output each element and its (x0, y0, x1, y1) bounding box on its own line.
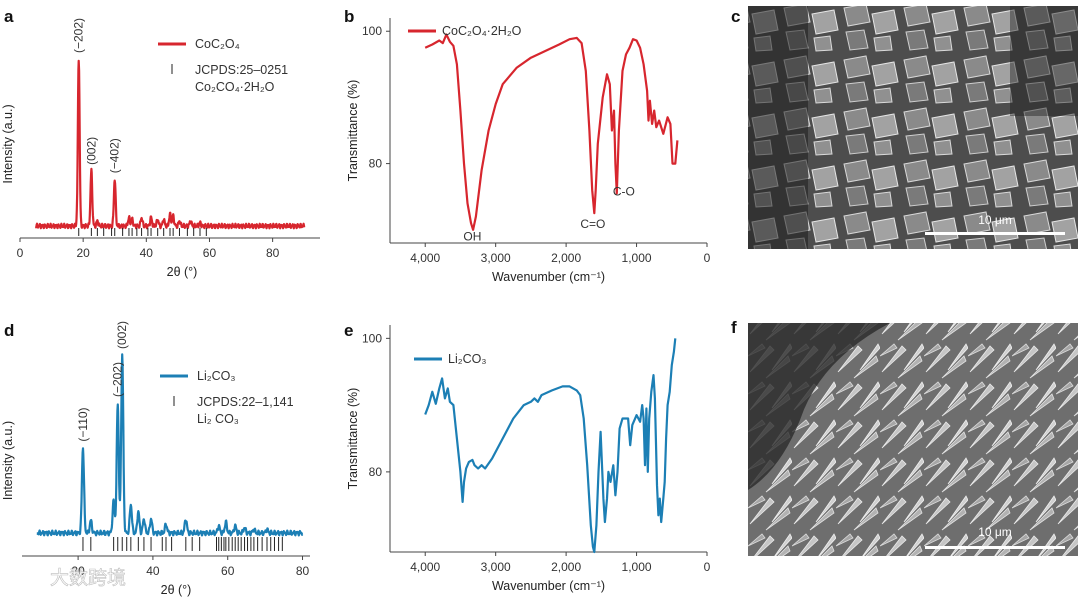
legend-ref-label: JCPDS:25–0251 (195, 63, 288, 77)
sem-image-c: 10 μm (748, 6, 1078, 249)
chart-b: 4,000 3,000 2,000 1,000 0 80 100 Wavenumber (cm… (346, 18, 711, 284)
peak-label: (−202) (72, 18, 86, 53)
y-tick-label: 80 (369, 157, 383, 171)
sem-c-scale-label: 10 μm (978, 213, 1012, 227)
legend-ref-label: JCPDS:22–1,141 (197, 395, 294, 409)
watermark: 大数跨境 (11, 565, 126, 589)
y-axis-label: Intensity (a.u.) (1, 421, 15, 500)
x-tick-label: 2,000 (551, 560, 581, 574)
x-axis-label: Wavenumber (cm⁻¹) (492, 270, 605, 284)
x-tick-label: 0 (704, 251, 711, 265)
series-line (424, 338, 677, 554)
x-tick-label: 20 (71, 564, 85, 578)
peak-label: (002) (115, 321, 129, 349)
series-line (36, 353, 304, 537)
legend-ref-formula: Li₂ CO₃ (197, 412, 239, 426)
y-tick-label: 80 (369, 465, 383, 479)
x-tick-label: 60 (221, 564, 235, 578)
legend-label: CoC₂O₄·2H₂O (442, 24, 522, 38)
chart-a: 0 20 40 60 80 2θ (°) Intensity (a.u.) (−202) (00… (1, 18, 320, 279)
y-axis-label: Transmittance (%) (346, 388, 360, 490)
panel-letter-d: d (4, 321, 14, 340)
x-tick-label: 60 (203, 246, 217, 260)
x-tick-label: 1,000 (622, 251, 652, 265)
peak-label: (−202) (111, 362, 125, 397)
panel-letter-b: b (344, 7, 354, 26)
x-tick-label: 20 (76, 246, 90, 260)
x-tick-label: 4,000 (410, 251, 440, 265)
chart-e: 4,000 3,000 2,000 1,000 0 80 100 Wavenumber (cm… (346, 325, 711, 593)
panel-letter-a: a (4, 7, 14, 26)
series-line (34, 59, 306, 230)
watermark-logo-icon-2 (25, 565, 39, 579)
x-axis-label: Wavenumber (cm⁻¹) (492, 579, 605, 593)
x-tick-label: 3,000 (481, 251, 511, 265)
x-tick-label: 0 (17, 246, 24, 260)
series-line (424, 33, 679, 231)
x-tick-label: 80 (296, 564, 310, 578)
y-axis-label: Transmittance (%) (346, 80, 360, 182)
watermark-text: 大数跨境 (50, 567, 126, 589)
sem-c-scale-bar (925, 232, 1065, 235)
sem-c-shadow-left (748, 6, 808, 249)
x-tick-label: 3,000 (481, 560, 511, 574)
sem-f-scale-label: 10 μm (978, 525, 1012, 539)
x-tick-label: 40 (140, 246, 154, 260)
band-label: C-O (613, 184, 635, 198)
legend-label: Li₂CO₃ (448, 352, 486, 366)
y-tick-label: 100 (362, 331, 382, 345)
sem-f-dark-corner (748, 323, 890, 490)
x-tick-label: 0 (704, 560, 711, 574)
panel-letter-c: c (731, 7, 740, 26)
x-axis-label: 2θ (°) (167, 265, 198, 279)
x-tick-label: 1,000 (622, 560, 652, 574)
x-tick-label: 4,000 (410, 560, 440, 574)
x-axis-label: 2θ (°) (161, 583, 192, 597)
sem-image-f: 10 μm (748, 323, 1078, 556)
legend-label: Li₂CO₃ (197, 369, 235, 383)
sem-f-scale-bar (925, 546, 1065, 549)
y-tick-label: 100 (362, 24, 382, 38)
y-axis-label: Intensity (a.u.) (1, 104, 15, 183)
band-label: C=O (580, 217, 605, 231)
chart-d: 20 40 60 80 2θ (°) Intensity (a.u.) (−110) (−20… (1, 321, 310, 597)
x-tick-label: 80 (266, 246, 280, 260)
x-tick-label: 40 (146, 564, 160, 578)
legend-ref-formula: Co₂CO₄·2H₂O (195, 80, 275, 94)
peak-label: (002) (84, 137, 98, 165)
x-tick-label: 2,000 (551, 251, 581, 265)
peak-label: (−110) (76, 407, 90, 441)
panel-letter-e: e (344, 321, 353, 340)
band-label: OH (463, 229, 481, 243)
sem-c-shadow-right (1010, 6, 1078, 116)
peak-label: (−402) (108, 138, 122, 173)
panel-letter-f: f (731, 318, 737, 337)
legend-label: CoC₂O₄ (195, 37, 240, 51)
